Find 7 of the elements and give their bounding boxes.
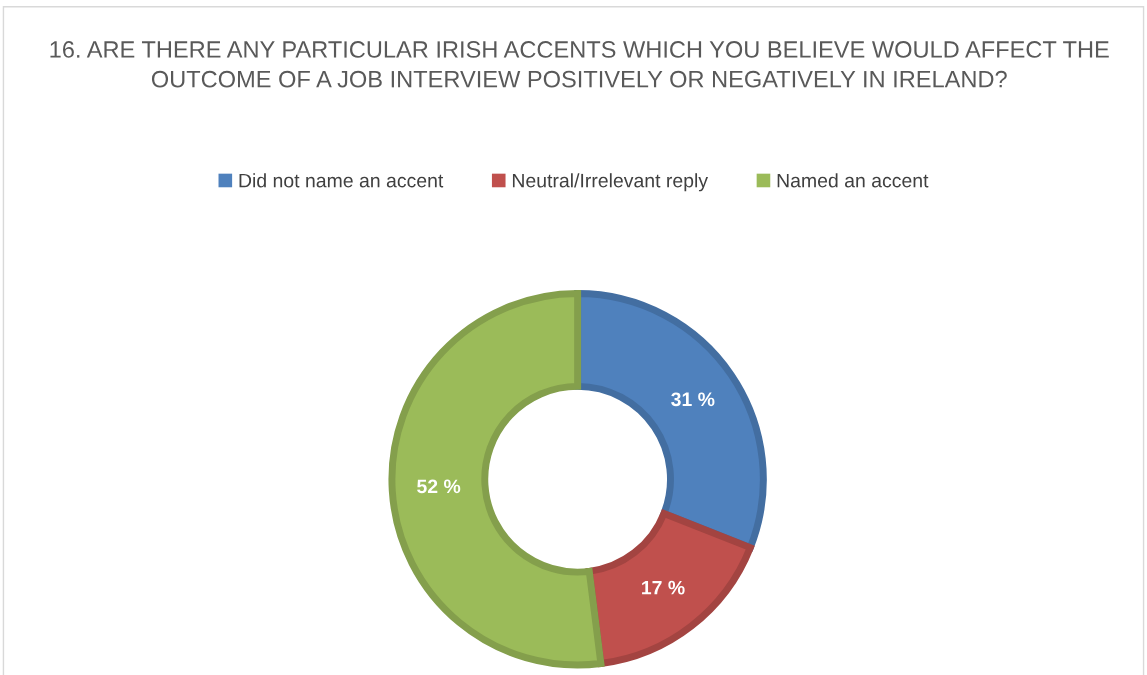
- legend-label: Named an accent: [777, 173, 929, 188]
- legend-label: Did not name an accent: [239, 173, 444, 188]
- data-label: 52 %: [417, 479, 461, 494]
- data-label: 17 %: [642, 580, 685, 595]
- data-label: 31 %: [671, 392, 715, 407]
- chart-title: 16. ARE THERE ANY PARTICULAR IRISH ACCENTS WHICH YOU BELIEVE WOULD AFFECT THE OUTCOME OF A JOB INTERVIEW POSITIVELY OR NEGATIVELY IN IRELAND?: [50, 41, 1109, 88]
- legend-label: Neutral/Irrelevant reply: [512, 173, 709, 192]
